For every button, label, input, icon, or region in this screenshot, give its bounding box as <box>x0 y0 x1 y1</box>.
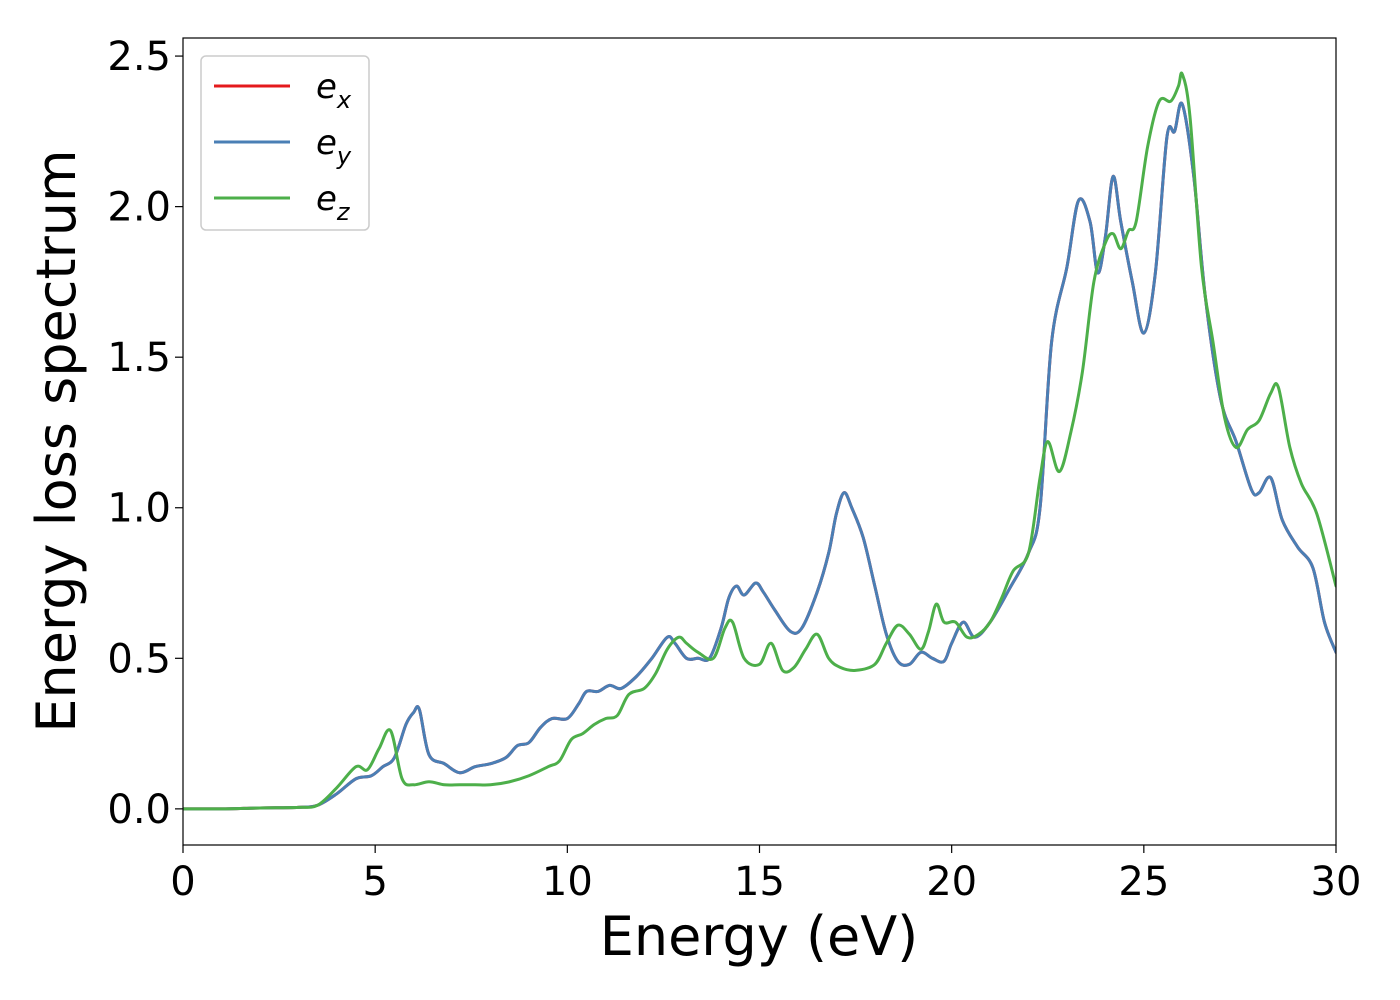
y-tick-label: 0.5 <box>107 636 171 682</box>
x-tick-label: 15 <box>734 859 785 905</box>
x-axis-ticks: 0 5 10 15 20 25 30 <box>170 845 1361 905</box>
x-tick-label: 25 <box>1118 859 1169 905</box>
x-tick-label: 5 <box>362 859 387 905</box>
legend-label-ey: ey <box>316 123 352 170</box>
y-tick-label: 1.0 <box>107 486 171 532</box>
series-layer <box>183 71 1336 811</box>
y-axis-title: Energy loss spectrum <box>25 149 88 732</box>
y-tick-label: 2.5 <box>107 34 171 80</box>
legend-label-ex: ex <box>316 67 352 114</box>
y-tick-label: 1.5 <box>107 335 171 381</box>
y-axis-ticks: 0.0 0.5 1.0 1.5 2.0 2.5 <box>107 34 183 833</box>
x-tick-label: 0 <box>170 859 195 905</box>
x-tick-label: 20 <box>926 859 977 905</box>
x-axis-title: Energy (eV) <box>600 905 919 968</box>
series-line-ey <box>183 101 1336 811</box>
x-tick-label: 30 <box>1311 859 1362 905</box>
y-tick-label: 0.0 <box>107 787 171 833</box>
x-tick-label: 10 <box>542 859 593 905</box>
series-line-ez <box>183 71 1336 811</box>
legend-label-ez: ez <box>316 179 351 226</box>
legend: ex ey ez <box>200 55 370 231</box>
y-tick-label: 2.0 <box>107 185 171 231</box>
